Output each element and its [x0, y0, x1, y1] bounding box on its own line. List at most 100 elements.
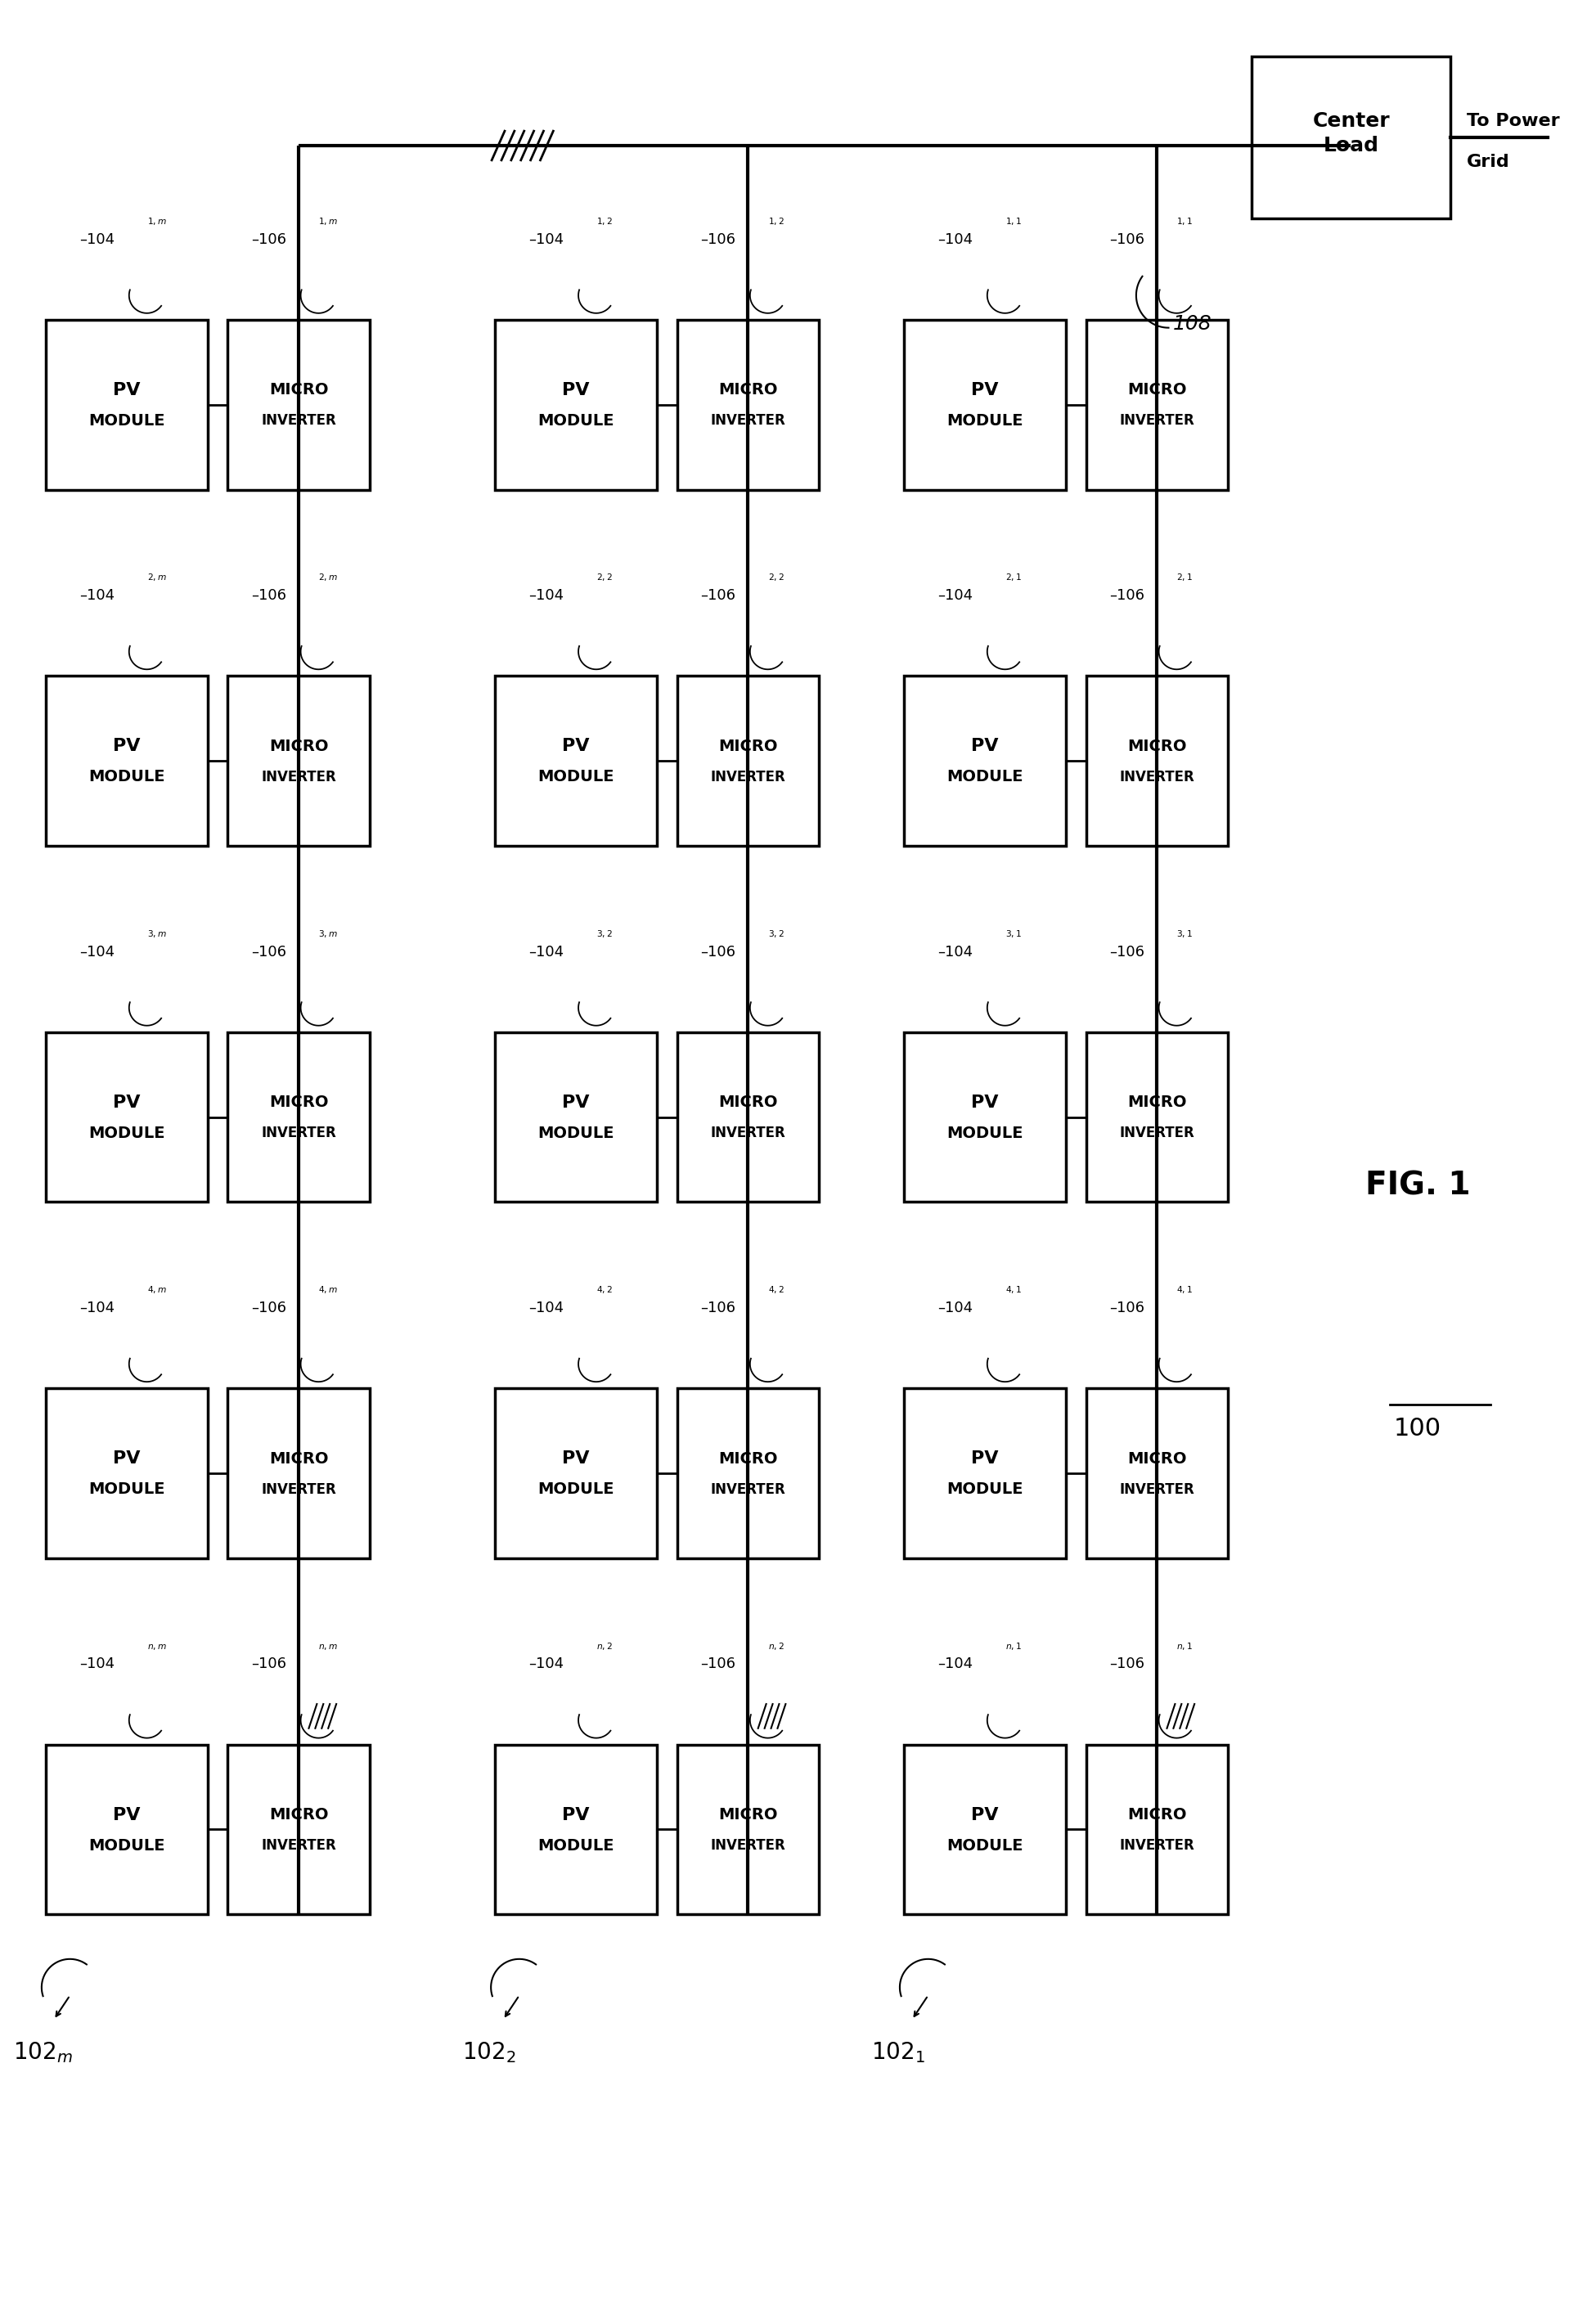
Bar [1086, 1387, 1228, 1559]
Text: –106: –106 [251, 588, 286, 602]
Text: MICRO: MICRO [268, 739, 328, 753]
Bar [1251, 56, 1450, 218]
Bar [1086, 321, 1228, 490]
Text: FIG. 1: FIG. 1 [1365, 1171, 1471, 1202]
Text: INVERTER: INVERTER [710, 414, 786, 428]
Text: INVERTER: INVERTER [1119, 1838, 1195, 1852]
Text: MICRO: MICRO [1127, 1095, 1187, 1111]
Bar [1086, 676, 1228, 846]
Text: –106: –106 [251, 944, 286, 960]
Text: $_{3,1}$: $_{3,1}$ [1177, 927, 1193, 939]
Text: Grid: Grid [1466, 153, 1510, 170]
Text: PV: PV [970, 739, 999, 755]
Text: MODULE: MODULE [538, 769, 614, 786]
Text: $_{3,m}$: $_{3,m}$ [147, 927, 167, 939]
Text: PV: PV [970, 1095, 999, 1111]
Text: PV: PV [562, 1095, 590, 1111]
Text: –106: –106 [251, 1657, 286, 1671]
Text: Center: Center [1313, 112, 1390, 130]
Text: PV: PV [114, 1450, 140, 1466]
Text: $_{n,1}$: $_{n,1}$ [1177, 1638, 1193, 1652]
Text: MICRO: MICRO [718, 383, 778, 397]
Text: INVERTER: INVERTER [1119, 1483, 1195, 1497]
Text: $_{2,m}$: $_{2,m}$ [147, 569, 167, 583]
Text: $102_2$: $102_2$ [462, 2040, 516, 2064]
Text: MICRO: MICRO [1127, 1808, 1187, 1822]
Text: INVERTER: INVERTER [1119, 1125, 1195, 1141]
Bar [495, 676, 656, 846]
Text: –104: –104 [529, 588, 563, 602]
Text: Load: Load [1324, 135, 1379, 156]
Bar [677, 676, 819, 846]
Text: PV: PV [562, 739, 590, 755]
Text: To Power: To Power [1466, 114, 1559, 130]
Text: $_{3,2}$: $_{3,2}$ [596, 927, 612, 939]
Bar [46, 676, 208, 846]
Text: –104: –104 [529, 232, 563, 246]
Text: $_{n,m}$: $_{n,m}$ [147, 1638, 167, 1652]
Text: INVERTER: INVERTER [710, 1125, 786, 1141]
Text: INVERTER: INVERTER [260, 414, 336, 428]
Bar [227, 1032, 369, 1202]
Text: PV: PV [114, 739, 140, 755]
Text: –106: –106 [701, 1657, 735, 1671]
Text: $_{1,1}$: $_{1,1}$ [1005, 214, 1021, 225]
Text: MODULE: MODULE [947, 1483, 1023, 1497]
Text: –106: –106 [1109, 232, 1144, 246]
Text: $_{4,m}$: $_{4,m}$ [319, 1283, 338, 1294]
Text: –106: –106 [251, 1301, 286, 1315]
Bar [1086, 1032, 1228, 1202]
Text: –104: –104 [529, 1301, 563, 1315]
Bar [46, 1745, 208, 1915]
Text: INVERTER: INVERTER [710, 1483, 786, 1497]
Text: PV: PV [114, 1806, 140, 1822]
Text: $_{n,1}$: $_{n,1}$ [1005, 1638, 1021, 1652]
Text: –104: –104 [79, 232, 115, 246]
Bar [1086, 1745, 1228, 1915]
Bar [495, 321, 656, 490]
Text: MICRO: MICRO [268, 383, 328, 397]
Text: MODULE: MODULE [947, 414, 1023, 428]
Text: –106: –106 [251, 232, 286, 246]
Text: $_{1,2}$: $_{1,2}$ [596, 214, 612, 225]
Text: $_{n,2}$: $_{n,2}$ [768, 1638, 784, 1652]
Text: $_{4,2}$: $_{4,2}$ [596, 1283, 612, 1294]
Text: MODULE: MODULE [947, 1125, 1023, 1141]
Text: MODULE: MODULE [88, 769, 164, 786]
Text: $_{4,m}$: $_{4,m}$ [147, 1283, 167, 1294]
Bar [495, 1745, 656, 1915]
Text: $_{n,2}$: $_{n,2}$ [596, 1638, 612, 1652]
Text: –104: –104 [937, 944, 972, 960]
Text: MICRO: MICRO [718, 1808, 778, 1822]
Text: MICRO: MICRO [1127, 1450, 1187, 1466]
Text: MODULE: MODULE [947, 1838, 1023, 1855]
Text: MODULE: MODULE [538, 1483, 614, 1497]
Text: –106: –106 [1109, 944, 1144, 960]
Text: $_{n,m}$: $_{n,m}$ [319, 1638, 338, 1652]
Bar [495, 1387, 656, 1559]
Text: INVERTER: INVERTER [710, 769, 786, 786]
Text: –106: –106 [701, 588, 735, 602]
Text: INVERTER: INVERTER [260, 1125, 336, 1141]
Text: MODULE: MODULE [88, 1483, 164, 1497]
Text: PV: PV [970, 1450, 999, 1466]
Bar [227, 676, 369, 846]
Bar [227, 1745, 369, 1915]
Text: $_{4,1}$: $_{4,1}$ [1005, 1283, 1021, 1294]
Text: PV: PV [970, 381, 999, 397]
Bar [495, 1032, 656, 1202]
Text: –104: –104 [937, 232, 972, 246]
Bar [904, 676, 1065, 846]
Bar [677, 1745, 819, 1915]
Bar [677, 1032, 819, 1202]
Text: PV: PV [562, 1450, 590, 1466]
Text: MICRO: MICRO [268, 1095, 328, 1111]
Text: –106: –106 [701, 232, 735, 246]
Text: $_{4,2}$: $_{4,2}$ [768, 1283, 784, 1294]
Text: MICRO: MICRO [718, 1095, 778, 1111]
Bar [904, 1745, 1065, 1915]
Bar [677, 321, 819, 490]
Text: $_{1,2}$: $_{1,2}$ [768, 214, 784, 225]
Text: MODULE: MODULE [947, 769, 1023, 786]
Text: PV: PV [114, 381, 140, 397]
